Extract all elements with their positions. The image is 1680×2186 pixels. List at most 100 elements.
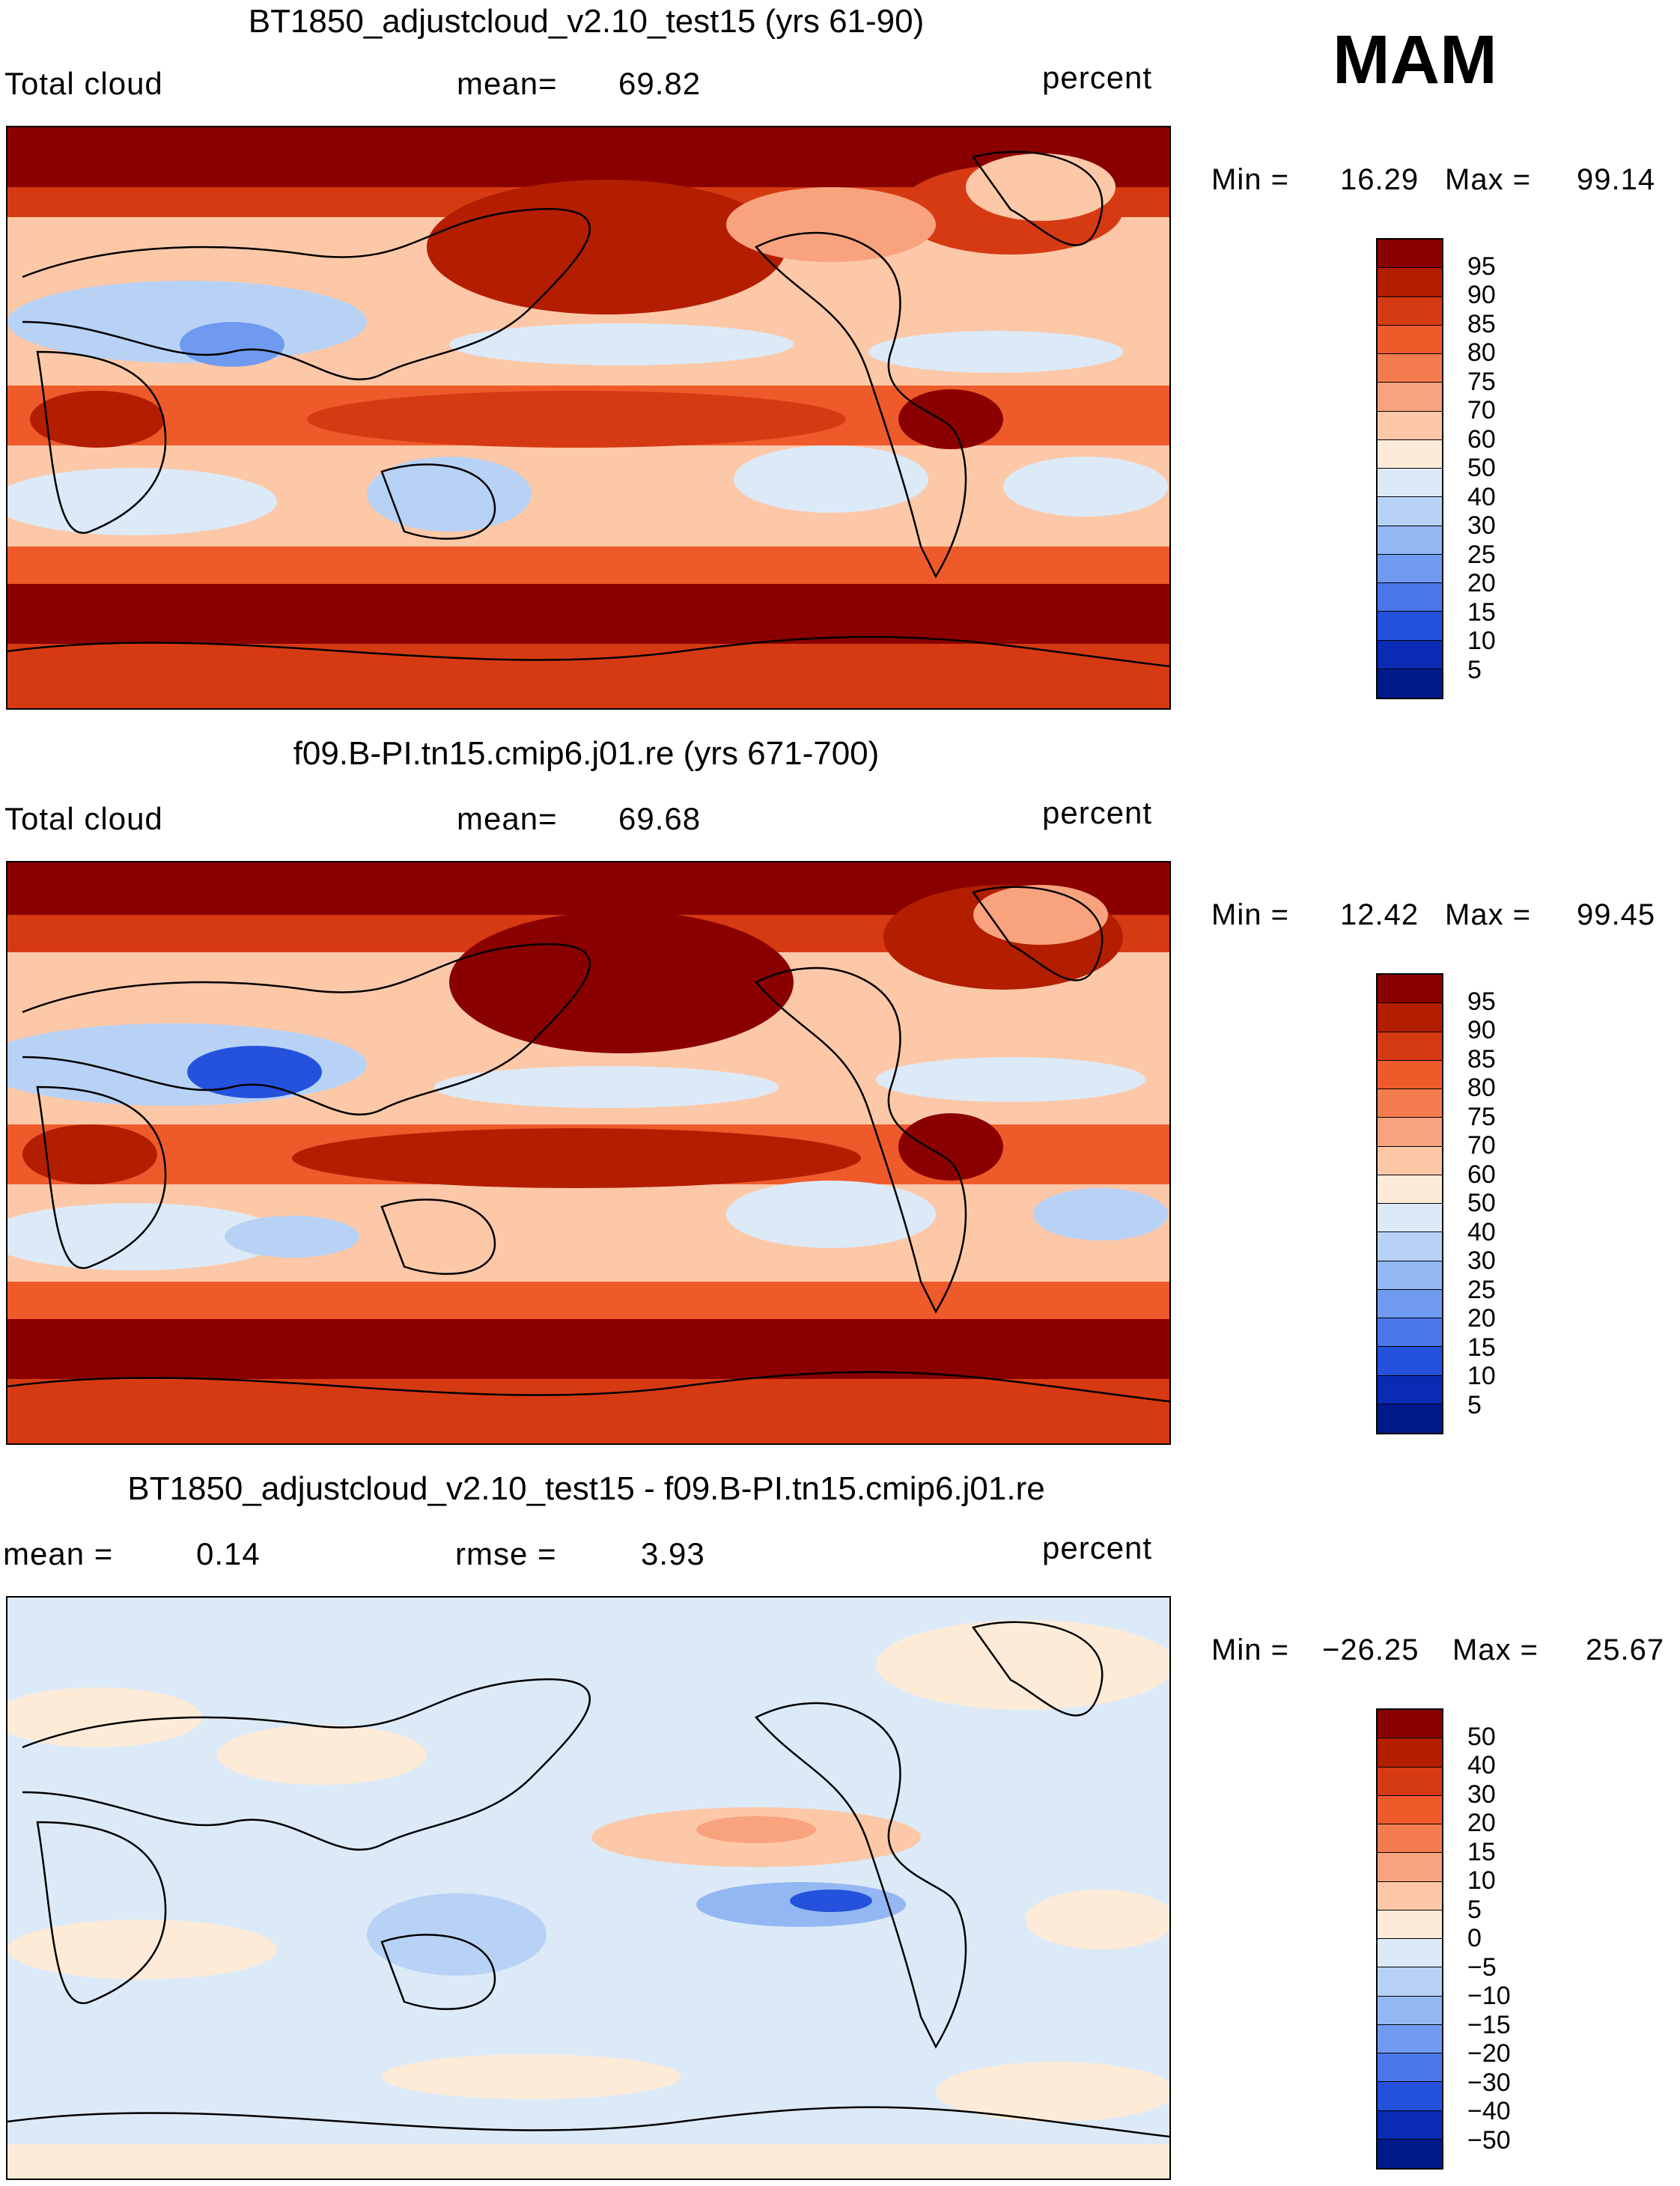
colorbar-swatch <box>1378 1939 1442 1968</box>
colorbar-swatch <box>1378 2053 1442 2083</box>
colorbar-tick-label: 60 <box>1467 1160 1496 1189</box>
colorbar-swatch <box>1378 2139 1442 2168</box>
colorbar-swatch <box>1378 1375 1442 1404</box>
colorbar-swatch <box>1378 1060 1442 1089</box>
colorbar-swatch <box>1378 268 1442 297</box>
variable-label: Total cloud <box>4 66 163 101</box>
colorbar-swatch <box>1378 1996 1442 2025</box>
colorbar-tick-label: −10 <box>1467 1982 1511 2010</box>
colorbar-swatch <box>1378 1795 1442 1824</box>
colorbar-tick-label: 70 <box>1467 1131 1496 1160</box>
colorbar-swatch <box>1378 1146 1442 1175</box>
colorbar-tick-label: 30 <box>1467 1246 1496 1275</box>
colorbar-swatch <box>1378 383 1442 412</box>
colorbar-tick-label: 25 <box>1467 1275 1496 1304</box>
colorbar-swatch <box>1378 1853 1442 1882</box>
colorbar-swatch <box>1378 1118 1442 1147</box>
min-label: Min = <box>1211 898 1289 931</box>
colorbar-tick-label: 90 <box>1467 1016 1496 1044</box>
colorbar-swatch <box>1378 411 1442 440</box>
mean-label: mean= <box>457 801 558 836</box>
colorbar-tick-label: 60 <box>1467 424 1496 454</box>
panel-model-1: BT1850_adjustcloud_v2.10_test15 (yrs 61-… <box>0 0 1680 734</box>
colorbar-swatch <box>1378 1261 1442 1290</box>
colorbar-swatch <box>1378 1204 1442 1233</box>
colorbar-tick-label: 80 <box>1467 338 1496 367</box>
colorbar-tick-label: 30 <box>1467 1779 1496 1809</box>
colorbar-tick-label: 85 <box>1467 1044 1496 1074</box>
colorbar-tick-label: 40 <box>1467 1217 1496 1246</box>
min-label: Min = <box>1211 163 1289 196</box>
colorbar-swatch <box>1378 2082 1442 2111</box>
colorbar-tick-label: 10 <box>1467 1866 1496 1895</box>
colorbar-tick-label: 20 <box>1467 1809 1496 1837</box>
season-label: MAM <box>1333 22 1497 98</box>
colorbar-tick-label: 30 <box>1467 511 1496 540</box>
colorbar-tick-label: 85 <box>1467 309 1496 338</box>
colorbar-tick-label: 50 <box>1467 454 1496 482</box>
colorbar-swatch <box>1378 1232 1442 1261</box>
colorbar-swatch <box>1378 554 1442 583</box>
colorbar-tick-label: −20 <box>1467 2039 1511 2068</box>
panel-title: BT1850_adjustcloud_v2.10_test15 (yrs 61-… <box>248 3 925 40</box>
units-label: percent <box>1042 795 1153 830</box>
colorbar-swatch <box>1378 2110 1442 2140</box>
colorbar-tick-label: −40 <box>1467 2097 1511 2125</box>
colorbar-swatch <box>1378 612 1442 641</box>
colorbar-swatch <box>1378 325 1442 354</box>
colorbar-swatch <box>1378 1089 1442 1118</box>
colorbar-swatch <box>1378 240 1442 269</box>
colorbar <box>1376 1708 1443 2170</box>
colorbar-tick-label: 20 <box>1467 1304 1496 1333</box>
mean-value: 69.68 <box>618 801 701 836</box>
colorbar-swatch <box>1378 526 1442 555</box>
panel-title: f09.B-PI.tn15.cmip6.j01.re (yrs 671-700) <box>293 735 880 772</box>
max-label: Max = <box>1445 163 1532 196</box>
colorbar-swatch <box>1378 1767 1442 1796</box>
colorbar-tick-label: 50 <box>1467 1722 1496 1751</box>
colorbar-swatch <box>1378 1289 1442 1318</box>
min-label: Min = <box>1211 1634 1289 1666</box>
max-value: 25.67 <box>1586 1634 1665 1666</box>
mean-label: mean= <box>457 66 558 101</box>
colorbar-swatch <box>1378 1710 1442 1739</box>
colorbar-swatch <box>1378 1318 1442 1348</box>
panel-title: BT1850_adjustcloud_v2.10_test15 - f09.B-… <box>127 1470 1045 1507</box>
colorbar-tick-label: 15 <box>1467 1837 1496 1866</box>
colorbar-swatch <box>1378 1967 1442 1997</box>
colorbar-swatch <box>1378 583 1442 612</box>
colorbar-tick-label: 75 <box>1467 1102 1496 1131</box>
difference-map <box>6 1596 1171 2180</box>
colorbar-swatch <box>1378 497 1442 526</box>
colorbar-tick-label: 5 <box>1467 1390 1482 1419</box>
cloud-map <box>6 126 1171 710</box>
colorbar-swatch <box>1378 1347 1442 1376</box>
colorbar-tick-label: 10 <box>1467 627 1496 655</box>
colorbar-swatch <box>1378 1175 1442 1204</box>
colorbar-swatch <box>1378 1404 1442 1433</box>
colorbar-swatch <box>1378 975 1442 1004</box>
colorbar-tick-label: 95 <box>1467 252 1496 281</box>
colorbar-tick-label: 5 <box>1467 655 1482 684</box>
colorbar-tick-label: −5 <box>1467 1952 1497 1982</box>
units-label: percent <box>1042 60 1153 95</box>
colorbar-tick-label: 0 <box>1467 1924 1482 1952</box>
colorbar-tick-label: 70 <box>1467 396 1496 424</box>
colorbar-tick-label: −50 <box>1467 2125 1511 2155</box>
variable-label: Total cloud <box>4 801 163 836</box>
colorbar-tick-label: 10 <box>1467 1362 1496 1390</box>
cloud-map <box>6 861 1171 1445</box>
colorbar-tick-label: 25 <box>1467 540 1496 569</box>
colorbar-tick-label: 5 <box>1467 1895 1482 1924</box>
colorbar-swatch <box>1378 439 1442 469</box>
colorbar-swatch <box>1378 640 1442 669</box>
colorbar-tick-label: 40 <box>1467 1751 1496 1779</box>
max-value: 99.14 <box>1577 163 1656 196</box>
colorbar-swatch <box>1378 1003 1442 1032</box>
colorbar-tick-label: 15 <box>1467 597 1496 627</box>
panel-difference: BT1850_adjustcloud_v2.10_test15 - f09.B-… <box>0 1470 1680 2186</box>
max-label: Max = <box>1452 1634 1539 1666</box>
colorbar-tick-label: 20 <box>1467 569 1496 597</box>
colorbar-swatch <box>1378 469 1442 498</box>
colorbar-swatch <box>1378 354 1442 383</box>
